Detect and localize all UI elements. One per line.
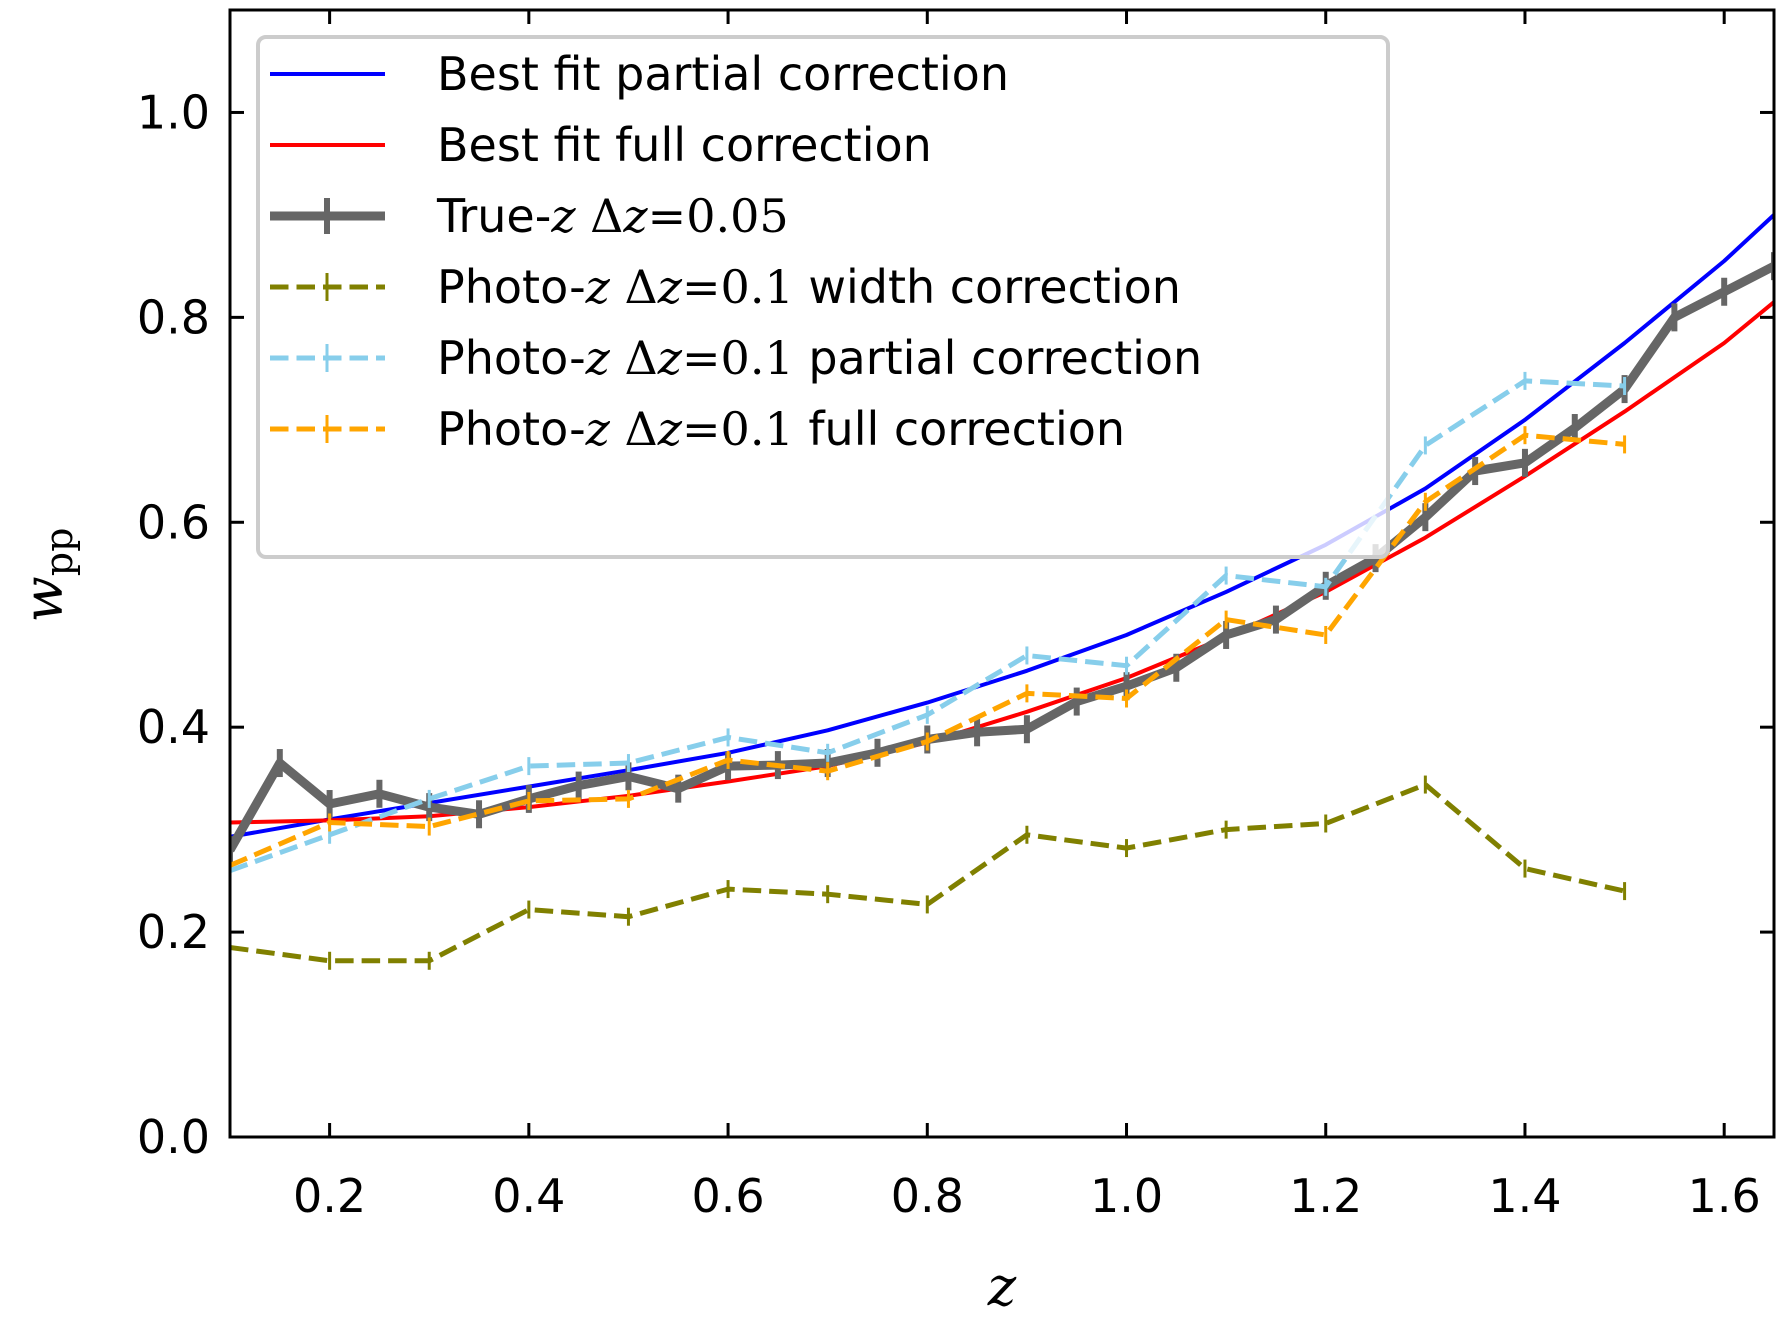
legend-label: Best fit partial correction [437,47,1009,101]
series-line [230,782,1626,964]
x-tick-label: 1.6 [1688,1169,1761,1223]
legend-label: Photo-z Δz=0.1 full correction [437,402,1125,456]
ticks-layer: 0.2 0.4 0.6 0.8 1.0 1.2 1.4 1.6 0.0 0.2 0.4 0.6 0.8 1… [137,10,1774,1223]
series-layer [230,213,1774,970]
y-axis-label-main: w [12,576,75,622]
legend-box [256,35,1390,559]
x-tick-label: 1.4 [1488,1169,1561,1223]
x-tick-label: 0.8 [891,1169,964,1223]
x-tick-label: 0.2 [293,1169,366,1223]
y-tick-label: 0.0 [137,1110,210,1164]
y-tick-label: 0.8 [137,290,210,344]
legend-label: Photo-z Δz=0.1 partial correction [437,331,1202,385]
y-axis-label-sub: pp [37,528,81,577]
x-tick-label: 1.0 [1090,1169,1163,1223]
y-tick-label: 0.6 [137,495,210,549]
series-line [230,213,1774,839]
legend-label: Best fit full correction [437,118,932,172]
x-tick-label: 0.4 [492,1169,565,1223]
y-tick-label: 0.4 [137,700,210,754]
y-tick-label: 1.0 [137,85,210,139]
x-tick-label: 1.2 [1289,1169,1362,1223]
legend: Best fit partial correction Best fit full… [256,35,1390,559]
legend-label: True-z Δz=0.05 [436,189,789,243]
x-tick-label: 0.6 [691,1169,764,1223]
x-axis-label: z [987,1255,1017,1318]
plot-frame [228,8,1776,1139]
y-tick-label: 0.2 [137,905,210,959]
legend-label: Photo-z Δz=0.1 width correction [437,260,1181,314]
y-axis-label: wpp [12,528,81,623]
legend-entries: Best fit partial correction Best fit full… [270,47,1202,456]
